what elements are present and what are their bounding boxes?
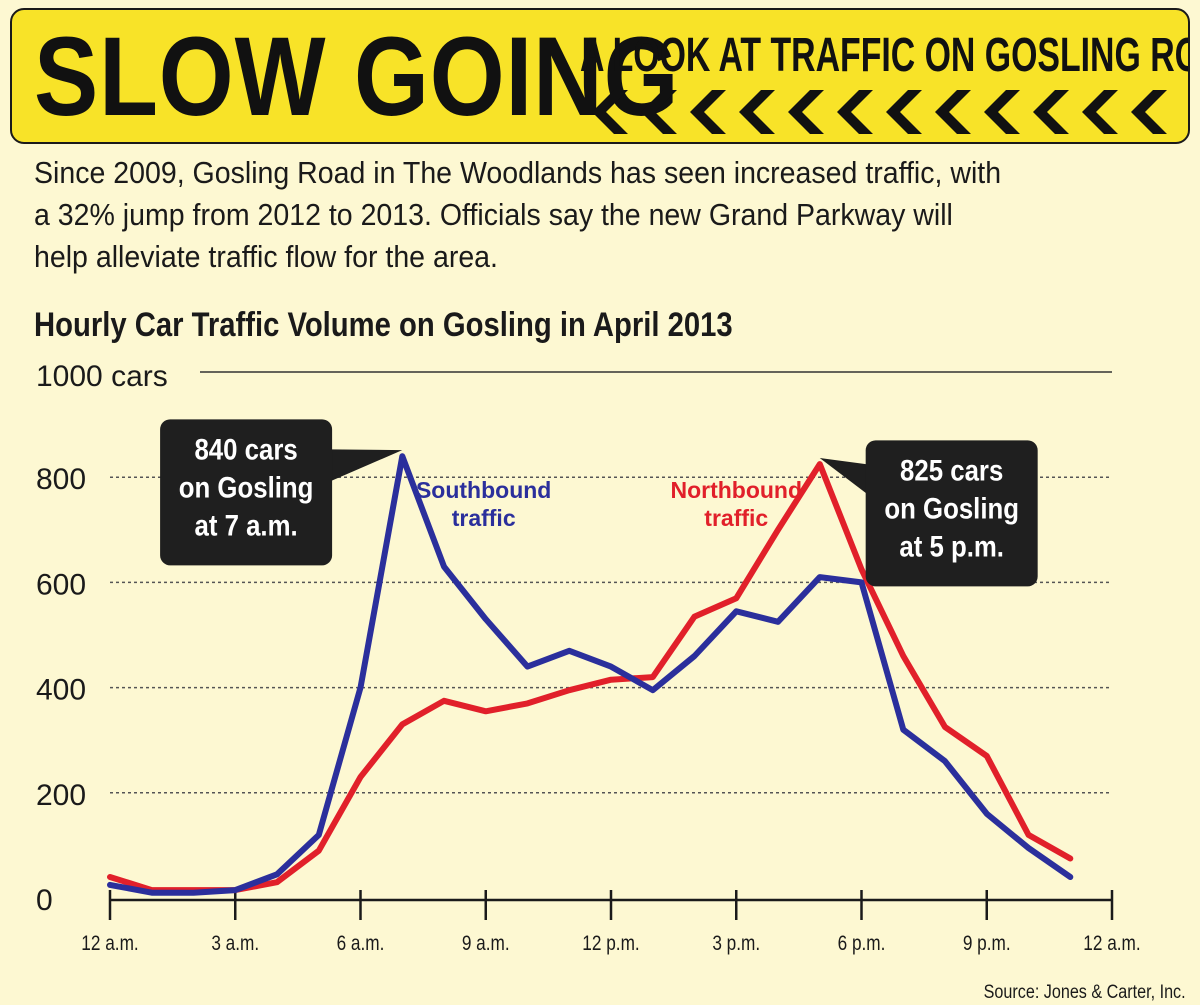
x-tick-label: 3 p.m. — [712, 933, 760, 956]
x-tick-label: 9 p.m. — [963, 933, 1011, 956]
chevron-mark — [641, 90, 677, 134]
callout-text: at 5 p.m. — [899, 530, 1004, 563]
chevron-mark — [690, 90, 726, 134]
chevron-mark — [1082, 90, 1118, 134]
chevron-arrows-icon — [592, 90, 1167, 134]
intro-text: Since 2009, Gosling Road in The Woodland… — [34, 152, 1083, 278]
chevron-mark — [1131, 90, 1167, 134]
chevron-mark — [935, 90, 971, 134]
series-label: traffic — [704, 505, 768, 531]
y-tick-label: 200 — [36, 779, 86, 812]
series-label: traffic — [452, 505, 516, 531]
chevron-mark — [788, 90, 824, 134]
x-tick-label: 12 a.m. — [1083, 933, 1140, 956]
header-banner: SLOW GOING A LOOK AT TRAFFIC ON GOSLING … — [10, 8, 1190, 144]
chevron-mark — [837, 90, 873, 134]
chevron-mark — [984, 90, 1020, 134]
y-tick-label: 800 — [36, 463, 86, 496]
source-credit: Source: Jones & Carter, Inc. — [984, 982, 1186, 1003]
callout-pointer — [330, 449, 403, 482]
callout-text: on Gosling — [884, 492, 1019, 525]
intro-line: a 32% jump from 2012 to 2013. Officials … — [34, 197, 953, 232]
chevron-mark — [592, 90, 628, 134]
series-label: Northbound — [670, 477, 802, 503]
page-title: SLOW GOING — [34, 14, 680, 139]
callout-box — [160, 419, 333, 566]
x-tick-label: 6 p.m. — [838, 933, 886, 956]
callout: 840 cars on Gosling at 7 a.m. — [160, 419, 403, 566]
y-tick-label: 0 — [36, 884, 53, 917]
series-line-southbound — [107, 453, 1074, 896]
series-line-northbound — [107, 461, 1074, 894]
y-tick-label: 600 — [36, 568, 86, 601]
intro-line: help alleviate traffic flow for the area… — [34, 239, 498, 274]
x-tick-label: 12 p.m. — [582, 933, 639, 956]
chart-title: Hourly Car Traffic Volume on Gosling in … — [34, 306, 733, 344]
callout-text: 825 cars — [900, 454, 1003, 487]
callout: 825 cars on Gosling at 5 p.m. — [819, 440, 1038, 587]
y-tick-label: 400 — [36, 674, 86, 707]
chevron-mark — [1033, 90, 1069, 134]
chevron-mark — [886, 90, 922, 134]
callout-pointer — [819, 458, 868, 495]
page-subtitle: A LOOK AT TRAFFIC ON GOSLING ROAD — [580, 29, 1190, 82]
x-tick-label: 6 a.m. — [337, 933, 385, 956]
callout-box — [865, 440, 1038, 587]
x-tick-label: 12 a.m. — [81, 933, 138, 956]
callout-text: at 7 a.m. — [194, 509, 297, 542]
callout-text: on Gosling — [179, 471, 314, 504]
x-tick-label: 3 a.m. — [211, 933, 259, 956]
intro-line: Since 2009, Gosling Road in The Woodland… — [34, 155, 1002, 190]
x-tick-label: 9 a.m. — [462, 933, 510, 956]
y-tick-label: 1000 cars — [36, 360, 168, 393]
callout-text: 840 cars — [194, 433, 297, 466]
series-label: Southbound — [416, 477, 551, 503]
chevron-mark — [739, 90, 775, 134]
